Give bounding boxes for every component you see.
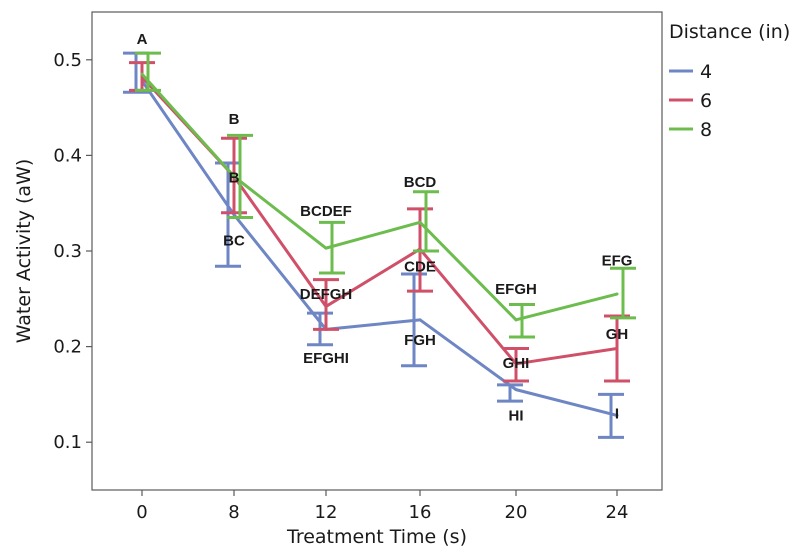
series-8 [135, 51, 636, 339]
group-letter-label: BC [223, 232, 245, 249]
data-point [324, 246, 328, 250]
legend-label-6: 6 [700, 90, 712, 112]
series-4 [123, 51, 624, 439]
group-letter-label: EFGHI [303, 350, 349, 367]
group-letter-label: GHI [503, 355, 530, 372]
group-letter-label: FGH [404, 332, 436, 349]
group-letter-label: BCD [404, 174, 437, 191]
data-point [418, 318, 422, 322]
data-point [324, 304, 328, 308]
legend-title: Distance (in) [669, 21, 790, 43]
group-letter-label: EFG [602, 253, 633, 270]
data-point [615, 347, 619, 351]
x-axis-title: Treatment Time (s) [286, 526, 467, 548]
group-letter-label: HI [509, 407, 524, 424]
series-line-8 [140, 73, 618, 322]
x-tick-label: 0 [136, 502, 147, 523]
x-tick-label: 16 [409, 502, 432, 523]
series-layer [123, 51, 636, 439]
data-point [232, 174, 236, 178]
y-tick-label: 0.5 [53, 50, 82, 71]
x-tick-label: 24 [606, 502, 629, 523]
y-tick-label: 0.1 [53, 432, 82, 453]
series-6 [129, 61, 630, 383]
y-tick-label: 0.2 [53, 337, 82, 358]
group-letter-label: EFGH [495, 281, 537, 298]
x-tick-label: 20 [505, 502, 528, 523]
y-axis-title: Water Activity (aW) [13, 159, 35, 344]
y-tick-label: 0.4 [53, 145, 82, 166]
data-point [615, 413, 619, 417]
group-letter-label: CDE [404, 258, 436, 275]
data-point [140, 72, 144, 76]
x-tick-label: 8 [228, 502, 239, 523]
group-letter-label: GH [606, 326, 629, 343]
group-letter-label: B [229, 111, 240, 128]
axes: 0.1 0.2 0.3 0.4 0.5 0 8 12 16 20 24 [53, 11, 663, 523]
annotation-layer: ABBBCBCDEFDEFGHEFGHIBCDCDEFGHEFGHGHIHIEF… [137, 31, 633, 425]
plot-frame [91, 11, 663, 491]
data-point [418, 220, 422, 224]
group-letter-label: I [615, 406, 619, 423]
legend: Distance (in) 4 6 8 [669, 21, 790, 141]
data-point [514, 388, 518, 392]
group-letter-label: BCDEF [300, 203, 352, 220]
data-point [514, 362, 518, 366]
group-letter-label: B [229, 169, 240, 186]
data-point [615, 292, 619, 296]
legend-label-8: 8 [700, 119, 712, 141]
group-letter-label: DEFGH [300, 286, 353, 303]
group-letter-label: A [137, 31, 148, 48]
y-tick-label: 0.3 [53, 241, 82, 262]
series-line-6 [140, 75, 618, 366]
data-point [514, 318, 518, 322]
legend-label-4: 4 [700, 61, 712, 83]
series-line-4 [140, 79, 618, 417]
x-tick-label: 12 [315, 502, 338, 523]
